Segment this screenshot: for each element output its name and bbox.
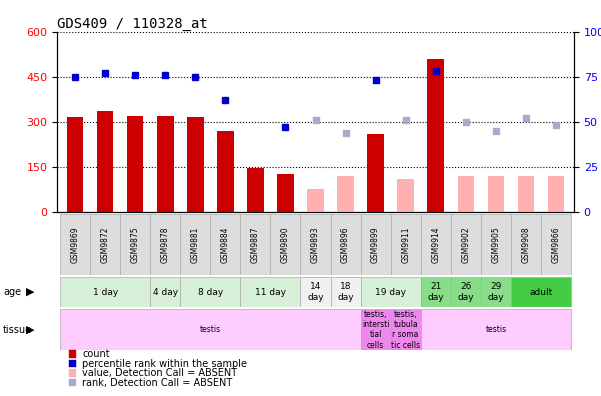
Text: rank, Detection Call = ABSENT: rank, Detection Call = ABSENT — [82, 377, 233, 388]
Text: GSM9902: GSM9902 — [462, 226, 470, 263]
Bar — [487, 176, 504, 212]
Text: count: count — [82, 349, 110, 359]
Bar — [97, 111, 114, 212]
Bar — [270, 214, 300, 275]
Bar — [187, 117, 204, 212]
Text: GDS409 / 110328_at: GDS409 / 110328_at — [57, 17, 208, 30]
Text: 4 day: 4 day — [153, 287, 178, 297]
Bar — [60, 309, 361, 350]
Text: testis: testis — [485, 325, 507, 334]
Bar — [90, 214, 120, 275]
Text: GSM9875: GSM9875 — [131, 226, 139, 263]
Text: 18
day: 18 day — [337, 282, 354, 302]
Bar — [247, 168, 264, 212]
Text: 26
day: 26 day — [457, 282, 474, 302]
Bar — [421, 214, 451, 275]
Text: GSM9893: GSM9893 — [311, 226, 320, 263]
Text: ▶: ▶ — [26, 287, 34, 297]
Bar — [67, 117, 84, 212]
Bar — [457, 176, 474, 212]
Bar — [210, 214, 240, 275]
Text: GSM9887: GSM9887 — [251, 226, 260, 263]
Bar — [361, 309, 391, 350]
Bar — [240, 277, 300, 307]
Bar — [150, 214, 180, 275]
Bar — [331, 277, 361, 307]
Text: 14
day: 14 day — [307, 282, 324, 302]
Text: GSM9872: GSM9872 — [101, 226, 109, 263]
Bar — [391, 309, 421, 350]
Bar — [511, 277, 571, 307]
Bar — [337, 176, 354, 212]
Text: tissue: tissue — [3, 325, 32, 335]
Text: 21
day: 21 day — [427, 282, 444, 302]
Text: GSM9914: GSM9914 — [432, 226, 440, 263]
Bar — [397, 179, 414, 212]
Text: 8 day: 8 day — [198, 287, 223, 297]
Text: GSM9881: GSM9881 — [191, 227, 200, 263]
Text: GSM9899: GSM9899 — [371, 226, 380, 263]
Text: value, Detection Call = ABSENT: value, Detection Call = ABSENT — [82, 368, 237, 378]
Text: GSM9896: GSM9896 — [341, 226, 350, 263]
Bar — [548, 176, 564, 212]
Text: 11 day: 11 day — [255, 287, 286, 297]
Bar — [60, 277, 150, 307]
Bar — [157, 116, 174, 212]
Text: GSM9911: GSM9911 — [401, 226, 410, 263]
Text: GSM9884: GSM9884 — [221, 226, 230, 263]
Bar — [277, 174, 294, 212]
Text: age: age — [3, 287, 21, 297]
Text: GSM9890: GSM9890 — [281, 226, 290, 263]
Text: testis,
intersti
tial
cells: testis, intersti tial cells — [362, 310, 389, 350]
Bar — [481, 277, 511, 307]
Text: ▶: ▶ — [26, 325, 34, 335]
Bar — [60, 214, 90, 275]
Bar — [217, 131, 234, 212]
Text: testis,
tubula
r soma
tic cells: testis, tubula r soma tic cells — [391, 310, 420, 350]
Bar — [300, 214, 331, 275]
Bar — [451, 277, 481, 307]
Text: testis: testis — [200, 325, 221, 334]
Bar — [300, 277, 331, 307]
Text: percentile rank within the sample: percentile rank within the sample — [82, 358, 248, 369]
Bar — [240, 214, 270, 275]
Text: 19 day: 19 day — [375, 287, 406, 297]
Bar — [180, 277, 240, 307]
Bar — [481, 214, 511, 275]
Text: GSM9866: GSM9866 — [552, 226, 560, 263]
Bar — [391, 214, 421, 275]
Bar — [180, 214, 210, 275]
Bar — [127, 116, 144, 212]
Text: adult: adult — [529, 287, 552, 297]
Bar — [361, 214, 391, 275]
Text: 1 day: 1 day — [93, 287, 118, 297]
Text: GSM9908: GSM9908 — [522, 226, 530, 263]
Text: GSM9905: GSM9905 — [492, 226, 500, 263]
Bar — [331, 214, 361, 275]
Bar — [541, 214, 571, 275]
Bar — [511, 214, 541, 275]
Bar — [307, 189, 324, 212]
Bar — [421, 309, 571, 350]
Bar — [517, 176, 534, 212]
Bar — [120, 214, 150, 275]
Bar — [427, 59, 444, 212]
Text: GSM9869: GSM9869 — [71, 226, 79, 263]
Bar — [361, 277, 421, 307]
Bar — [367, 134, 384, 212]
Bar — [150, 277, 180, 307]
Text: 29
day: 29 day — [487, 282, 504, 302]
Text: GSM9878: GSM9878 — [161, 226, 169, 263]
Bar — [421, 277, 451, 307]
Bar — [451, 214, 481, 275]
